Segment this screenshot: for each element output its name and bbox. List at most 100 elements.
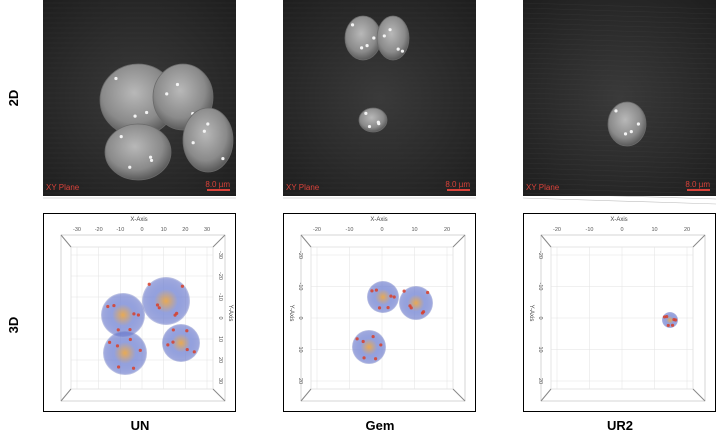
x-tick-label: -10 bbox=[346, 227, 354, 233]
wireframe bbox=[540, 234, 552, 248]
nucleus bbox=[104, 123, 172, 181]
y-tick-label: 30 bbox=[217, 378, 223, 384]
spot-3d bbox=[108, 340, 112, 345]
spot-3d bbox=[389, 294, 393, 298]
spot-3d bbox=[175, 311, 179, 315]
column-label: UN bbox=[131, 418, 150, 433]
row-label: 3D bbox=[6, 317, 21, 334]
spot-3d bbox=[166, 343, 170, 347]
noise-line bbox=[522, 22, 717, 30]
spot-3d bbox=[138, 348, 142, 352]
wireframe bbox=[692, 234, 706, 248]
spot-3d bbox=[421, 310, 426, 314]
y-tick-label: -20 bbox=[297, 251, 303, 259]
spot bbox=[148, 155, 153, 159]
spot bbox=[202, 129, 206, 133]
spot bbox=[623, 132, 628, 136]
spot bbox=[114, 76, 118, 81]
nucleus bbox=[182, 107, 234, 173]
y-tick-label: -20 bbox=[537, 251, 543, 259]
x-tick-label: 20 bbox=[684, 227, 690, 233]
x-tick-label: -20 bbox=[553, 227, 561, 233]
x-axis-title: X-Axis bbox=[130, 217, 147, 223]
spot bbox=[382, 34, 386, 38]
spot bbox=[636, 122, 640, 126]
spot-3d bbox=[361, 339, 365, 344]
wireframe bbox=[300, 234, 466, 402]
noise-line bbox=[522, 147, 717, 155]
column-label: UR2 bbox=[607, 418, 633, 433]
spot-3d bbox=[171, 340, 175, 344]
spot-3d bbox=[672, 317, 676, 322]
x-tick-label: 0 bbox=[620, 227, 623, 233]
scale-label: 8.0 µm bbox=[445, 180, 470, 189]
noise-line bbox=[522, 167, 717, 175]
noise-line bbox=[522, 172, 717, 180]
noise-line bbox=[522, 42, 717, 50]
wireframe bbox=[60, 388, 72, 402]
wireframe bbox=[60, 234, 72, 248]
wireframe bbox=[300, 388, 312, 402]
spot-3d bbox=[112, 303, 116, 308]
x-tick-label: -20 bbox=[95, 227, 103, 233]
y-tick-label: -10 bbox=[217, 293, 223, 301]
x-tick-label: -30 bbox=[73, 227, 81, 233]
noise-line bbox=[522, 17, 717, 25]
noise-line bbox=[522, 52, 717, 60]
spot-3d bbox=[185, 347, 189, 352]
spot bbox=[128, 165, 132, 169]
noise-line bbox=[522, 7, 717, 15]
spot bbox=[221, 156, 225, 161]
nucleus bbox=[607, 101, 647, 147]
y-tick-label: 10 bbox=[297, 346, 303, 352]
spot-3d bbox=[128, 337, 132, 342]
spot-3d bbox=[373, 357, 378, 361]
x-tick-label: -10 bbox=[116, 227, 124, 233]
x-axis-title: X-Axis bbox=[610, 217, 627, 223]
wireframe bbox=[452, 388, 466, 402]
spot bbox=[396, 47, 400, 51]
y-axis-title: Y-Axis bbox=[288, 305, 294, 322]
noise-line bbox=[522, 92, 717, 100]
spot-3d bbox=[136, 313, 140, 317]
spot-3d bbox=[374, 288, 379, 292]
y-axis-title: Y-Axis bbox=[528, 305, 534, 322]
noise-line bbox=[522, 27, 717, 35]
row-label: 2D bbox=[6, 90, 21, 107]
spot bbox=[377, 122, 381, 126]
noise-line bbox=[522, 47, 717, 55]
spot-3d bbox=[116, 365, 121, 369]
y-tick-label: 20 bbox=[537, 378, 543, 384]
spot bbox=[629, 130, 633, 134]
spot bbox=[191, 141, 195, 145]
y-tick-label: 20 bbox=[217, 357, 223, 363]
spot bbox=[133, 114, 137, 118]
nucleus-3d bbox=[101, 293, 145, 337]
y-tick-label: 0 bbox=[297, 316, 303, 319]
spot-3d bbox=[666, 323, 670, 328]
plane-label: XY Plane bbox=[286, 183, 320, 192]
noise-line bbox=[522, 142, 717, 150]
noise-line bbox=[522, 87, 717, 95]
nucleus-3d bbox=[367, 281, 399, 313]
y-tick-label: 0 bbox=[537, 316, 543, 319]
noise-line bbox=[522, 162, 717, 170]
spot-3d bbox=[128, 327, 132, 332]
spot-3d bbox=[171, 328, 175, 332]
spot-3d bbox=[402, 289, 406, 293]
noise-line bbox=[522, 197, 717, 205]
spot bbox=[175, 82, 180, 87]
noise-line bbox=[522, 57, 717, 65]
noise-line bbox=[522, 82, 717, 90]
spot bbox=[364, 111, 368, 116]
nucleus bbox=[344, 15, 382, 61]
noise-line bbox=[522, 12, 717, 20]
noise-line bbox=[522, 77, 717, 85]
x-tick-label: -20 bbox=[313, 227, 321, 233]
spot-3d bbox=[355, 337, 359, 341]
image-2d: XY Plane 8.0 µm bbox=[522, 0, 717, 205]
plane-label: XY Plane bbox=[526, 183, 560, 192]
wireframe bbox=[540, 388, 552, 402]
nucleus-3d bbox=[103, 331, 147, 375]
wireframe bbox=[60, 234, 226, 402]
